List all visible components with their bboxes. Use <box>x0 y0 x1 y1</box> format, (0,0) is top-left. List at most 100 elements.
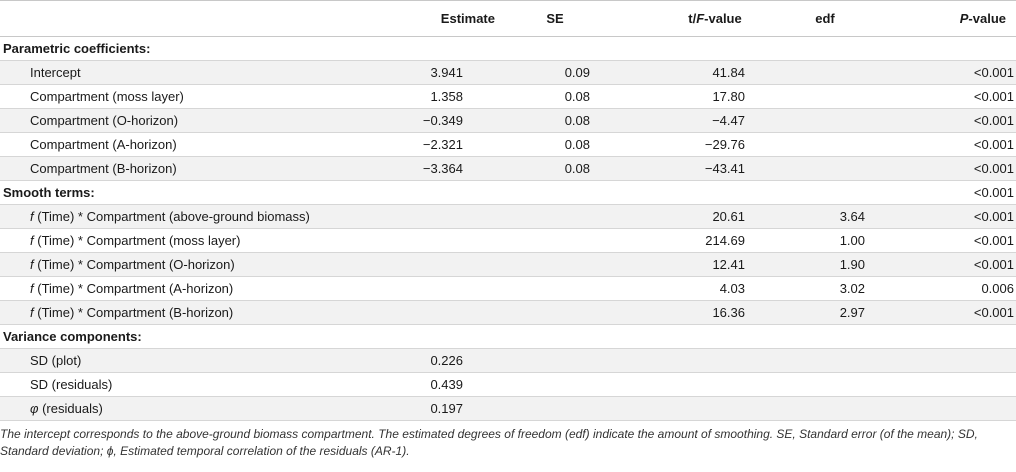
cell-edf: 1.90 <box>775 252 905 277</box>
cell-estimate <box>400 228 495 253</box>
cell-se: 0.09 <box>495 60 625 85</box>
row-label: Compartment (moss layer) <box>0 84 400 109</box>
cell-edf <box>775 108 905 133</box>
table-row: Compartment (O-horizon) −0.349 0.08 −4.4… <box>0 108 1016 133</box>
function-symbol: f <box>30 233 34 248</box>
cell-edf: 3.64 <box>775 204 905 229</box>
cell-t-value: 4.03 <box>625 276 775 301</box>
section-row-variance: Variance components: <box>0 324 1016 349</box>
header-edf: edf <box>775 0 905 37</box>
header-se: SE <box>495 0 625 37</box>
cell-estimate <box>400 204 495 229</box>
cell-estimate: 0.226 <box>400 348 495 373</box>
cell-edf <box>775 132 905 157</box>
table-row: f (Time) * Compartment (A-horizon) 4.03 … <box>0 276 1016 301</box>
cell-p-value: <0.001 <box>905 108 1016 133</box>
row-label: Intercept <box>0 60 400 85</box>
cell-p-value: <0.001 <box>905 228 1016 253</box>
cell-estimate: 0.439 <box>400 372 495 397</box>
cell-edf: 1.00 <box>775 228 905 253</box>
cell-t-value: −43.41 <box>625 156 775 181</box>
row-label: f (Time) * Compartment (B-horizon) <box>0 300 400 325</box>
cell-estimate <box>400 300 495 325</box>
table-row: Compartment (moss layer) 1.358 0.08 17.8… <box>0 84 1016 109</box>
cell-t-value: 12.41 <box>625 252 775 277</box>
cell-p-value: <0.001 <box>905 132 1016 157</box>
row-label: SD (residuals) <box>0 372 400 397</box>
cell-se: 0.08 <box>495 84 625 109</box>
row-label: Compartment (O-horizon) <box>0 108 400 133</box>
cell-estimate: 3.941 <box>400 60 495 85</box>
table-row: Compartment (B-horizon) −3.364 0.08 −43.… <box>0 156 1016 181</box>
section-title-smooth: Smooth terms: <box>0 180 905 205</box>
header-estimate: Estimate <box>400 0 495 37</box>
cell-estimate: −2.321 <box>400 132 495 157</box>
cell-estimate: 1.358 <box>400 84 495 109</box>
function-symbol: f <box>30 257 34 272</box>
table-row: f (Time) * Compartment (moss layer) 214.… <box>0 228 1016 253</box>
section-row-smooth: Smooth terms: <0.001 <box>0 180 1016 205</box>
cell-se <box>495 228 625 253</box>
cell-se <box>495 204 625 229</box>
row-label: f (Time) * Compartment (above-ground bio… <box>0 204 400 229</box>
table-row: f (Time) * Compartment (O-horizon) 12.41… <box>0 252 1016 277</box>
cell-edf: 3.02 <box>775 276 905 301</box>
row-label: SD (plot) <box>0 348 400 373</box>
cell-edf <box>775 60 905 85</box>
cell-t-value: 20.61 <box>625 204 775 229</box>
function-symbol: f <box>30 305 34 320</box>
cell-p-value: <0.001 <box>905 84 1016 109</box>
cell-edf: 2.97 <box>775 300 905 325</box>
section-title-variance: Variance components: <box>0 324 1016 349</box>
cell-se <box>495 276 625 301</box>
table-row: SD (plot) 0.226 <box>0 348 1016 373</box>
cell-p-value: <0.001 <box>905 60 1016 85</box>
table-row: φ (residuals) 0.197 <box>0 396 1016 421</box>
row-label: f (Time) * Compartment (moss layer) <box>0 228 400 253</box>
cell-estimate <box>400 252 495 277</box>
function-symbol: f <box>30 281 34 296</box>
table-row: SD (residuals) 0.439 <box>0 372 1016 397</box>
empty-cells <box>495 396 1016 421</box>
table-row: f (Time) * Compartment (B-horizon) 16.36… <box>0 300 1016 325</box>
table-footnote: The intercept corresponds to the above-g… <box>0 427 978 458</box>
section-row-parametric: Parametric coefficients: <box>0 36 1016 61</box>
row-label: f (Time) * Compartment (A-horizon) <box>0 276 400 301</box>
cell-edf <box>775 156 905 181</box>
empty-cells <box>495 372 1016 397</box>
header-p-value: P-value <box>905 0 1016 37</box>
cell-estimate: −3.364 <box>400 156 495 181</box>
section-title-parametric: Parametric coefficients: <box>0 36 1016 61</box>
cell-estimate <box>400 276 495 301</box>
results-table: Estimate SE t/F-value edf P-value Parame… <box>0 0 1016 421</box>
row-label: φ (residuals) <box>0 396 400 421</box>
cell-t-value: −29.76 <box>625 132 775 157</box>
empty-cells <box>495 348 1016 373</box>
cell-t-value: 17.80 <box>625 84 775 109</box>
table-row: Intercept 3.941 0.09 41.84 <0.001 <box>0 60 1016 85</box>
row-label: Compartment (B-horizon) <box>0 156 400 181</box>
cell-t-value: 41.84 <box>625 60 775 85</box>
cell-p-value: <0.001 <box>905 204 1016 229</box>
cell-se: 0.08 <box>495 132 625 157</box>
cell-p-value: <0.001 <box>905 300 1016 325</box>
row-label: Compartment (A-horizon) <box>0 132 400 157</box>
cell-p-value: <0.001 <box>905 180 1016 205</box>
cell-t-value: 214.69 <box>625 228 775 253</box>
header-t-f-value: t/F-value <box>625 0 775 37</box>
cell-t-value: 16.36 <box>625 300 775 325</box>
cell-p-value: <0.001 <box>905 252 1016 277</box>
cell-se <box>495 300 625 325</box>
cell-estimate: −0.349 <box>400 108 495 133</box>
cell-p-value: <0.001 <box>905 156 1016 181</box>
cell-estimate: 0.197 <box>400 396 495 421</box>
table-row: Compartment (A-horizon) −2.321 0.08 −29.… <box>0 132 1016 157</box>
phi-symbol: φ <box>30 401 39 416</box>
function-symbol: f <box>30 209 34 224</box>
cell-p-value: 0.006 <box>905 276 1016 301</box>
cell-t-value: −4.47 <box>625 108 775 133</box>
cell-se: 0.08 <box>495 108 625 133</box>
table-row: f (Time) * Compartment (above-ground bio… <box>0 204 1016 229</box>
header-blank <box>0 0 400 37</box>
